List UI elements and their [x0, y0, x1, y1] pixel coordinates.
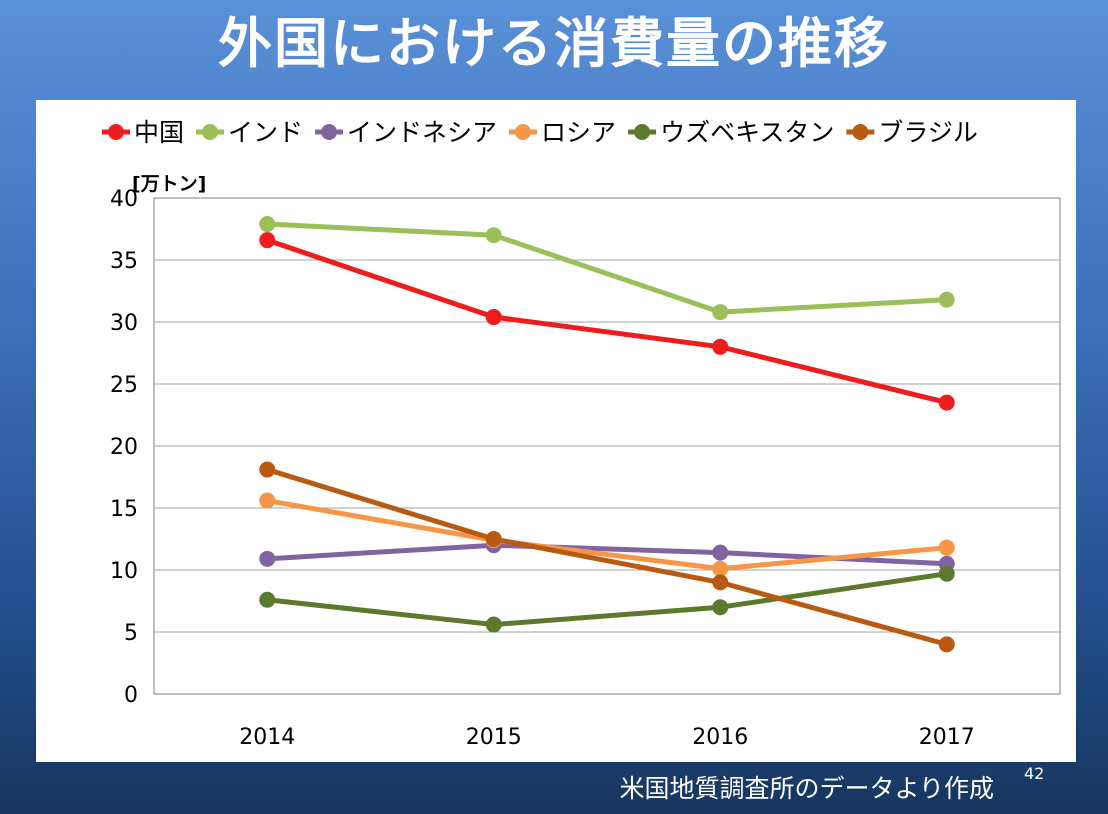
- data-point: [259, 550, 276, 567]
- data-point: [259, 492, 276, 509]
- legend-label: ロシア: [541, 118, 616, 147]
- y-tick-label: 20: [110, 435, 138, 460]
- data-point: [712, 560, 729, 577]
- legend-label: ブラジル: [878, 118, 978, 147]
- chart-legend: 中国 インド インドネシア ロシア ウズベキスタン ブラジル: [102, 118, 978, 147]
- x-tick-label: 2015: [466, 725, 522, 750]
- legend-item: ブラジル: [846, 118, 978, 147]
- series-line: [266, 237, 948, 406]
- y-tick-label: 25: [110, 373, 138, 398]
- legend-item: 中国: [102, 118, 184, 147]
- data-point: [712, 574, 729, 591]
- y-tick-label: 15: [110, 497, 138, 522]
- legend-item: ロシア: [509, 118, 616, 147]
- source-note: 米国地質調査所のデータより作成: [619, 774, 994, 803]
- data-point: [938, 539, 955, 556]
- data-point: [712, 338, 729, 355]
- y-tick-label: 5: [124, 621, 138, 646]
- data-point: [938, 291, 955, 308]
- y-tick-label: 35: [110, 249, 138, 274]
- data-point: [712, 544, 729, 561]
- legend-label: インド: [228, 118, 303, 147]
- legend-item: インド: [196, 118, 303, 147]
- data-point: [712, 304, 729, 321]
- data-point: [938, 565, 955, 582]
- page-number: 42: [1024, 764, 1045, 783]
- data-point: [259, 591, 276, 608]
- legend-label: インドネシア: [347, 118, 497, 147]
- data-point: [259, 216, 276, 233]
- data-point: [485, 616, 502, 633]
- y-tick-label: 30: [110, 311, 138, 336]
- legend-swatch-marker: [321, 124, 338, 140]
- y-tick-label: 40: [110, 187, 138, 212]
- legend-swatch-marker: [108, 124, 124, 140]
- data-point: [485, 309, 502, 326]
- data-point: [938, 394, 955, 411]
- y-axis-label: [万トン]: [132, 173, 206, 195]
- series-line: [266, 571, 948, 628]
- legend-swatch-marker: [515, 124, 532, 140]
- data-point: [938, 636, 955, 653]
- legend-label: ウズベキスタン: [660, 118, 834, 147]
- x-tick-label: 2017: [919, 725, 975, 750]
- legend-swatch-marker: [634, 124, 651, 140]
- legend-label: 中国: [134, 118, 184, 147]
- legend-item: インドネシア: [315, 118, 497, 147]
- series-line: [266, 498, 947, 572]
- x-tick-label: 2016: [692, 725, 748, 750]
- x-tick-label: 2014: [239, 725, 295, 750]
- chart-panel: 中国 インド インドネシア ロシア ウズベキスタン ブラジル 0 5 10 15 20 25 30 35…: [36, 100, 1076, 762]
- data-point: [259, 232, 276, 249]
- data-point: [712, 599, 729, 616]
- y-tick-label: 10: [110, 559, 138, 584]
- series-line: [266, 467, 948, 647]
- legend-swatch-marker: [852, 124, 869, 140]
- plot-area: 0 5 10 15 20 25 30 35 40 2014 2015 2016 2017: [110, 187, 1061, 750]
- y-tick-label: 0: [124, 683, 138, 708]
- legend-item: ウズベキスタン: [628, 118, 834, 147]
- series-line: [267, 221, 947, 315]
- data-point: [485, 227, 502, 244]
- legend-swatch-marker: [202, 124, 219, 140]
- data-point: [259, 461, 276, 478]
- line-chart: 中国 インド インドネシア ロシア ウズベキスタン ブラジル 0 5 10 15 20 25 30 35…: [102, 118, 1061, 750]
- slide-title: 外国における消費量の推移: [218, 12, 890, 75]
- data-point: [485, 531, 502, 547]
